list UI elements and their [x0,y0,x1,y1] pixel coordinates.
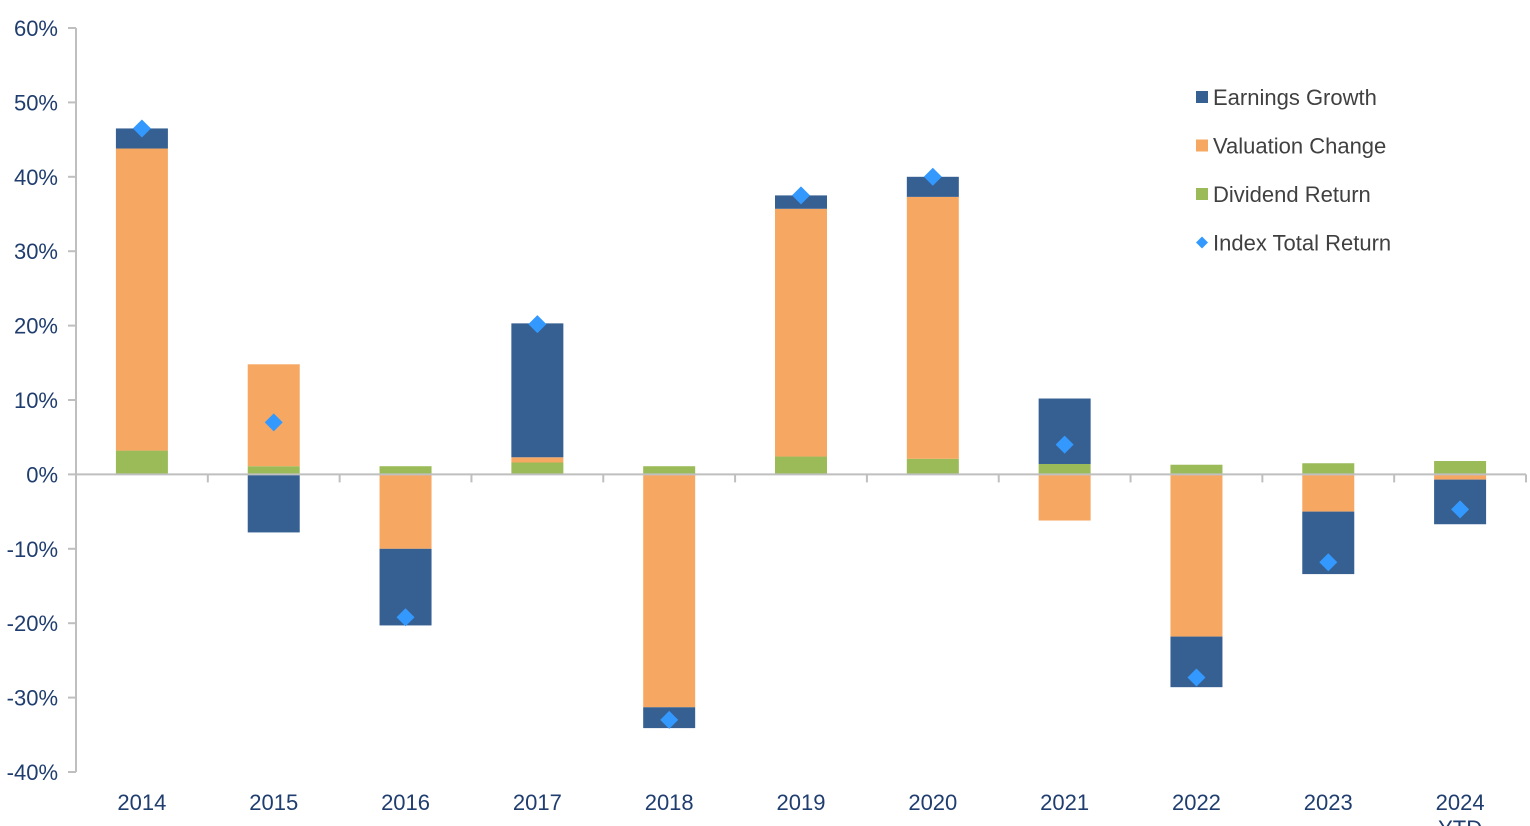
bar-valuation-change-2014 [115,148,168,451]
bar-dividend-return-2014 [115,450,168,475]
legend-swatch [1196,236,1208,249]
bar-dividend-return-2017 [511,462,564,475]
x-tick-label: 2018 [645,790,694,815]
bar-valuation-change-2022 [1170,474,1223,637]
bar-valuation-change-2018 [643,474,696,708]
bar-dividend-return-2020 [906,458,959,475]
x-tick-label: 2016 [381,790,430,815]
bar-earnings-growth-2015 [247,474,300,533]
bar-dividend-return-2016 [379,466,432,475]
bar-dividend-return-2019 [775,456,827,475]
marker-total-return-2023 [1319,553,1338,572]
legend-label: Index Total Return [1213,231,1391,256]
bar-valuation-change-2019 [775,208,827,457]
bar-valuation-change-2017 [511,457,564,463]
marker-total-return-2015 [264,413,283,432]
bar-earnings-growth-2020 [906,176,959,197]
y-axis: -40% -30% -20% -10% 0% 10% 20% 30% 40% 50% 60% [7,16,77,785]
bar-valuation-change-2016 [379,474,432,549]
bar-earnings-growth-2014 [115,128,168,149]
bar-dividend-return-2021 [1038,463,1091,475]
bar-valuation-change-2024 [1434,474,1487,480]
y-tick-label: -30% [7,686,58,711]
x-tick-label: 2020 [908,790,957,815]
bar-dividend-return-2022 [1170,464,1223,475]
x-tick-label: 2024 [1436,790,1485,815]
x-tick-label: 2015 [249,790,298,815]
y-tick-label: -20% [7,611,58,636]
bar-dividend-return-2015 [247,466,300,475]
y-tick-label: 60% [14,16,58,41]
legend-swatch [1196,188,1208,200]
legend-label: Dividend Return [1213,182,1371,207]
total-return-markers [132,119,1470,729]
marker-total-return-2018 [660,710,679,729]
legend: Earnings Growth Valuation Change Dividend … [1196,85,1391,256]
marker-total-return-2022 [1187,668,1206,687]
legend-label: Valuation Change [1213,134,1386,159]
y-tick-label: 0% [26,462,58,487]
x-tick-label: 2021 [1040,790,1089,815]
y-tick-label: -40% [7,760,58,785]
legend-swatch [1196,139,1208,152]
x-tick-sublabel: YTD [1438,816,1482,826]
bar-dividend-return-2023 [1302,463,1355,475]
y-tick-label: 10% [14,388,58,413]
x-tick-label: 2019 [777,790,826,815]
marker-total-return-2017 [528,315,547,334]
bar-valuation-change-2021 [1038,474,1091,521]
legend-label: Earnings Growth [1213,85,1377,110]
y-tick-label: 30% [14,239,58,264]
marker-total-return-2020 [923,167,942,186]
marker-total-return-2014 [132,119,151,138]
bar-earnings-growth-2017 [511,323,564,458]
x-tick-label: 2023 [1304,790,1353,815]
bar-valuation-change-2023 [1302,474,1355,512]
bar-dividend-return-2024 [1434,461,1487,475]
x-tick-label: 2022 [1172,790,1221,815]
legend-swatch [1196,91,1208,103]
y-tick-label: 40% [14,165,58,190]
marker-total-return-2019 [792,186,810,205]
x-tick-label: 2014 [117,790,166,815]
bars [115,128,1487,729]
bar-valuation-change-2020 [906,196,959,459]
x-axis: 2014 2015 2016 2017 2018 2019 2020 2021 2022 2023… [76,473,1527,826]
y-tick-label: -10% [7,537,58,562]
bar-earnings-growth-2021 [1038,398,1091,464]
x-tick-label: 2017 [513,790,562,815]
y-tick-label: 50% [14,90,58,115]
y-tick-label: 20% [14,314,58,339]
bar-dividend-return-2018 [643,466,696,475]
marker-total-return-2016 [396,608,415,627]
marker-total-return-2021 [1055,435,1074,454]
marker-total-return-2024 [1451,500,1470,519]
